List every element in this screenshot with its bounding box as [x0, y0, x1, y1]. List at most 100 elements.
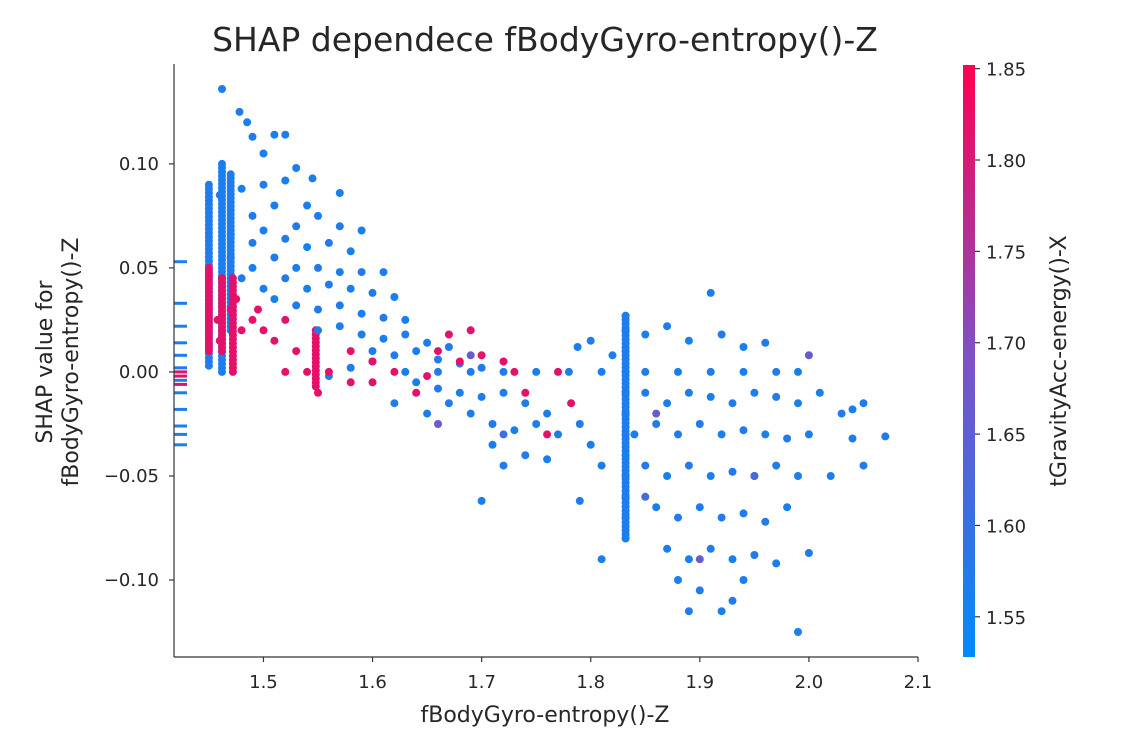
- scatter-point-47: [335, 301, 344, 310]
- column-point-4-39: [226, 170, 235, 179]
- scatter-point-155: [684, 555, 693, 564]
- colorbar-label: tGravityAcc-energy()-X: [1047, 235, 1072, 487]
- scatter-point-15: [248, 211, 257, 220]
- scatter-point-195: [314, 388, 322, 397]
- scatter-point-220: [750, 472, 759, 480]
- scatter-point-110: [621, 451, 630, 460]
- scatter-point-189: [434, 347, 442, 356]
- scatter-point-152: [761, 517, 770, 526]
- scatter-point-69: [521, 399, 530, 408]
- scatter-point-176: [423, 409, 432, 418]
- scatter-point-165: [739, 576, 748, 584]
- scatter-point-85: [586, 336, 595, 345]
- x-axis-label: fBodyGyro-entropy()-Z: [420, 703, 669, 728]
- scatter-point-126: [728, 399, 737, 408]
- scatter-point-70: [543, 409, 552, 418]
- scatter-point-122: [641, 388, 650, 397]
- scatter-point-105: [621, 347, 630, 356]
- scatter-point-60: [412, 347, 421, 356]
- scatter-point-168: [815, 388, 824, 397]
- scatter-point-128: [772, 392, 781, 401]
- scatter-point-87: [575, 420, 584, 428]
- scatter-point-77: [488, 440, 497, 449]
- scatter-point-177: [390, 399, 399, 408]
- scatter-point-35: [379, 268, 388, 277]
- colorbar: [963, 65, 975, 657]
- scatter-point-13: [259, 180, 268, 189]
- scatter-point-130: [630, 430, 639, 439]
- x-tick-label: 2.0: [795, 672, 824, 693]
- scatter-point-51: [314, 326, 322, 335]
- scatter-point-215: [466, 351, 475, 360]
- scatter-point-134: [717, 430, 726, 439]
- scatter-point-78: [521, 451, 530, 460]
- scatter-point-95: [564, 367, 573, 376]
- scatter-point-12: [237, 184, 246, 193]
- scatter-point-28: [226, 253, 235, 262]
- scatter-point-5: [281, 130, 290, 139]
- colorbar-ticks: 1.55 1.60 1.65 1.70 1.75 1.80 1.85: [975, 60, 1026, 629]
- scatter-point-81: [477, 496, 486, 505]
- scatter-point-41: [346, 284, 355, 293]
- scatter-point-201: [248, 315, 257, 324]
- scatter-point-43: [390, 293, 399, 301]
- scatter-point-11: [215, 191, 224, 200]
- y-axis-label-line-2: fBodyGyro-entropy()-Z: [59, 237, 84, 486]
- scatter-point-31: [292, 263, 301, 272]
- scatter-point-33: [335, 268, 344, 277]
- scatter-point-101: [772, 367, 781, 376]
- scatter-point-83: [597, 555, 606, 564]
- scatter-point-129: [794, 399, 802, 408]
- scatter-point-59: [390, 351, 399, 360]
- scatter-point-117: [684, 336, 693, 345]
- scatter-point-6: [335, 189, 344, 197]
- scatter-point-194: [324, 367, 333, 376]
- scatter-point-143: [728, 467, 737, 476]
- scatter-point-82: [575, 496, 584, 505]
- scatter-point-97: [641, 367, 650, 376]
- colorbar-tick-label: 1.70: [986, 334, 1026, 355]
- scatter-point-190: [423, 372, 432, 381]
- scatter-point-79: [543, 455, 552, 464]
- scatter-point-154: [663, 544, 672, 553]
- scatter-point-25: [303, 243, 312, 252]
- scatter-point-100: [739, 367, 748, 376]
- scatter-point-200: [259, 326, 268, 335]
- scatter-point-58: [368, 347, 377, 356]
- colorbar-tick-label: 1.80: [986, 151, 1026, 172]
- scatter-point-158: [750, 551, 759, 559]
- scatter-point-27: [346, 247, 355, 256]
- x-tick-label: 1.8: [576, 672, 605, 693]
- scatter-point-164: [728, 596, 737, 605]
- scatter-point-115: [641, 330, 650, 339]
- scatter-point-146: [794, 472, 802, 480]
- scatter-point-127: [750, 388, 759, 397]
- scatter-point-174: [848, 405, 857, 414]
- scatter-point-7: [308, 174, 317, 183]
- scatter-point-114: [621, 534, 630, 543]
- scatter-point-140: [663, 472, 672, 480]
- scatter-point-4: [270, 130, 279, 139]
- scatter-point-46: [314, 305, 322, 314]
- scatter-point-133: [695, 420, 704, 428]
- scatter-point-147: [652, 503, 661, 512]
- scatter-point-2: [243, 118, 252, 127]
- y-axis-label-line-1: SHAP value for: [33, 279, 58, 443]
- scatter-point-66: [455, 388, 464, 397]
- scatter-point-162: [695, 586, 704, 595]
- scatter-point-173: [881, 432, 890, 441]
- scatter-point-148: [674, 513, 682, 522]
- scatter-point-71: [444, 399, 453, 408]
- scatter-point-124: [684, 388, 693, 397]
- scatter-point-167: [794, 628, 802, 636]
- scatter-point-199: [270, 336, 279, 345]
- scatter-point-138: [804, 430, 813, 439]
- scatter-point-10: [281, 176, 290, 185]
- scatter-point-86: [608, 351, 617, 360]
- scatter-point-170: [848, 434, 857, 443]
- x-tick-label: 1.7: [467, 672, 496, 693]
- scatter-point-39: [303, 284, 312, 293]
- scatter-point-142: [706, 472, 715, 480]
- scatter-point-23: [259, 226, 268, 235]
- scatter-point-108: [621, 409, 630, 418]
